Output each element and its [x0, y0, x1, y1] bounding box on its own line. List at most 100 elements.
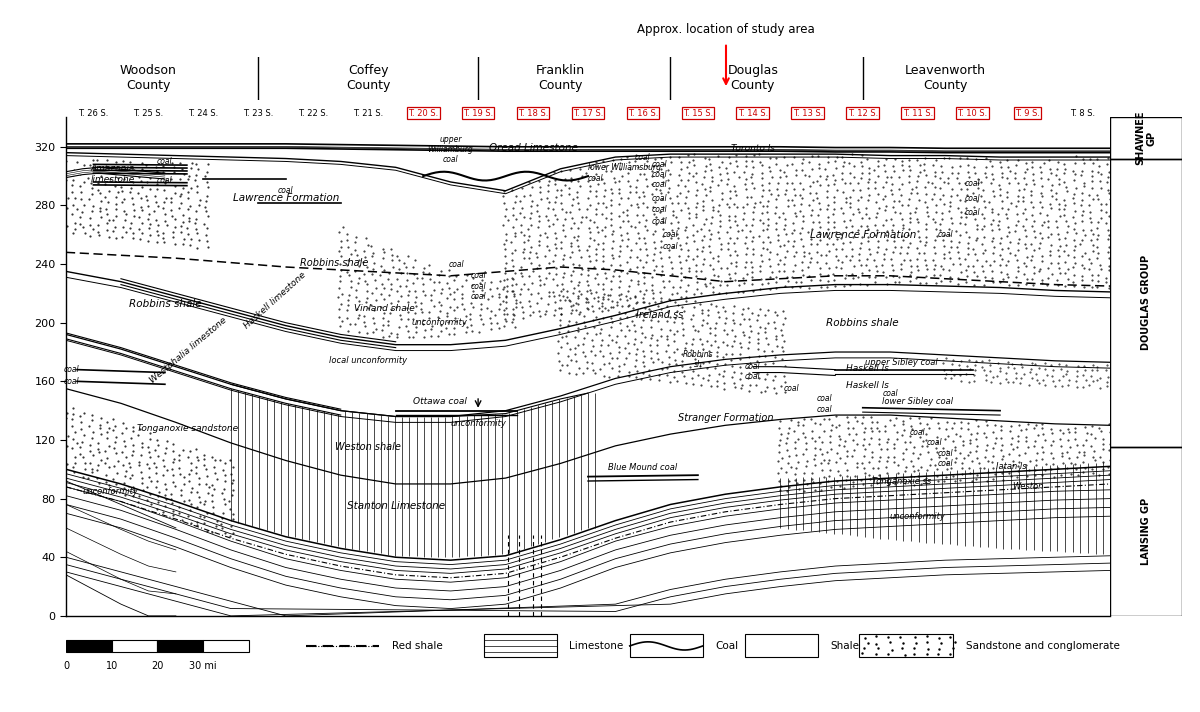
Text: coal: coal — [652, 194, 667, 203]
Text: coal: coal — [470, 281, 486, 290]
Text: T. 11 S.: T. 11 S. — [902, 109, 932, 117]
Text: Westphalia limestone: Westphalia limestone — [149, 316, 229, 385]
Text: Lawrence Formation: Lawrence Formation — [233, 193, 338, 203]
Text: coal: coal — [662, 242, 678, 251]
Bar — [744, 634, 817, 657]
Text: coal: coal — [745, 372, 761, 382]
Text: coal: coal — [926, 439, 942, 447]
Bar — [1110, 117, 1182, 159]
Text: T. 13 S.: T. 13 S. — [793, 109, 823, 117]
Text: lower Williamsburg
coal: lower Williamsburg coal — [588, 164, 661, 183]
Bar — [1110, 447, 1182, 616]
Text: T. 10 S.: T. 10 S. — [958, 109, 988, 117]
Text: Amazonia
limestone: Amazonia limestone — [90, 164, 134, 184]
Text: coal: coal — [937, 459, 953, 468]
Text: coal: coal — [965, 179, 980, 188]
Text: coal: coal — [652, 170, 667, 179]
Text: Oread Limestone: Oread Limestone — [488, 142, 577, 152]
Text: T. 14 S.: T. 14 S. — [738, 109, 768, 117]
Text: T. 8 S.: T. 8 S. — [1070, 109, 1096, 117]
Text: coal: coal — [652, 160, 667, 169]
Text: Tonganoxie ss: Tonganoxie ss — [871, 476, 931, 486]
Text: Robbins shale: Robbins shale — [827, 318, 899, 328]
Text: T. 16 S.: T. 16 S. — [628, 109, 658, 117]
Text: Ireland ss: Ireland ss — [636, 310, 683, 320]
Text: Vinland shale: Vinland shale — [354, 303, 415, 313]
Text: Robbins shale: Robbins shale — [300, 258, 368, 268]
Text: T. 17 S.: T. 17 S. — [572, 109, 604, 117]
Bar — [157, 640, 203, 651]
Text: Haskell limestone: Haskell limestone — [242, 271, 307, 331]
Bar — [112, 640, 157, 651]
Polygon shape — [66, 481, 176, 616]
Text: unconformity: unconformity — [412, 318, 468, 328]
Text: coal: coal — [937, 449, 953, 458]
Text: Weston: Weston — [1012, 483, 1043, 491]
Text: Ottawa coal: Ottawa coal — [413, 397, 467, 407]
Text: T. 22 S.: T. 22 S. — [298, 109, 329, 117]
Text: Robbins shale: Robbins shale — [128, 298, 202, 308]
Text: 0: 0 — [62, 661, 70, 671]
Text: Weston shale: Weston shale — [335, 442, 401, 452]
Text: Leavenworth
County: Leavenworth County — [905, 64, 985, 93]
Text: T. 25 S.: T. 25 S. — [133, 109, 163, 117]
Text: T. 19 S.: T. 19 S. — [463, 109, 493, 117]
Text: coal: coal — [816, 394, 832, 404]
Bar — [859, 634, 953, 657]
Text: Haskell ls: Haskell ls — [846, 381, 889, 390]
Text: Shale: Shale — [830, 641, 859, 651]
Text: coal: coal — [662, 230, 678, 239]
Text: coal: coal — [278, 187, 294, 195]
Text: coal: coal — [635, 152, 650, 162]
Text: coal: coal — [816, 404, 832, 414]
Polygon shape — [66, 144, 1110, 152]
Text: coal: coal — [652, 217, 667, 226]
Text: Stanton Limestone: Stanton Limestone — [347, 501, 445, 511]
Polygon shape — [752, 367, 835, 375]
Bar — [1110, 159, 1182, 447]
Bar — [630, 634, 703, 657]
Text: coal: coal — [784, 384, 799, 393]
Text: DOUGLAS GROUP: DOUGLAS GROUP — [1141, 256, 1151, 350]
Text: Lawrence Formation: Lawrence Formation — [810, 230, 916, 240]
Text: coal: coal — [652, 205, 667, 214]
Bar — [203, 640, 248, 651]
Text: T. 9 S.: T. 9 S. — [1015, 109, 1040, 117]
Text: T. 26 S.: T. 26 S. — [78, 109, 109, 117]
Text: Coal: Coal — [715, 641, 738, 651]
Text: 10: 10 — [106, 661, 118, 671]
Polygon shape — [121, 278, 396, 347]
Text: coal: coal — [652, 180, 667, 189]
Text: coal: coal — [157, 176, 173, 185]
Text: Limestone: Limestone — [569, 641, 624, 651]
Text: coal: coal — [470, 271, 486, 281]
Text: upper Sibley coal: upper Sibley coal — [865, 357, 937, 367]
Text: T. 23 S.: T. 23 S. — [244, 109, 274, 117]
Text: 30 mi: 30 mi — [190, 661, 217, 671]
Text: coal: coal — [449, 260, 464, 268]
Text: coal: coal — [745, 362, 761, 371]
Text: coal: coal — [965, 209, 980, 217]
Text: coal: coal — [937, 230, 953, 239]
Text: T. 15 S.: T. 15 S. — [683, 109, 713, 117]
Text: Red shale: Red shale — [391, 641, 443, 651]
Text: coal: coal — [910, 428, 925, 437]
Text: Woodson
County: Woodson County — [120, 64, 176, 93]
Text: Franklin
County: Franklin County — [536, 64, 586, 93]
Bar — [484, 634, 557, 657]
Text: Coffey
County: Coffey County — [346, 64, 390, 93]
Text: coal: coal — [64, 377, 79, 386]
Bar — [66, 640, 112, 651]
Text: Iatan ls: Iatan ls — [996, 462, 1026, 471]
Polygon shape — [66, 333, 341, 415]
Text: Approx. location of study area: Approx. location of study area — [637, 23, 815, 36]
Text: T. 18 S.: T. 18 S. — [518, 109, 548, 117]
Text: Toronto ls: Toronto ls — [731, 145, 775, 154]
Text: coal: coal — [64, 365, 79, 374]
Text: 20: 20 — [151, 661, 163, 671]
Text: unconformity: unconformity — [889, 512, 946, 520]
Text: upper
Williamburg
coal: upper Williamburg coal — [427, 135, 474, 164]
Text: coal: coal — [882, 389, 898, 397]
Text: Haskell ls: Haskell ls — [846, 364, 889, 372]
Text: Robbins
sh: Robbins sh — [683, 350, 713, 369]
